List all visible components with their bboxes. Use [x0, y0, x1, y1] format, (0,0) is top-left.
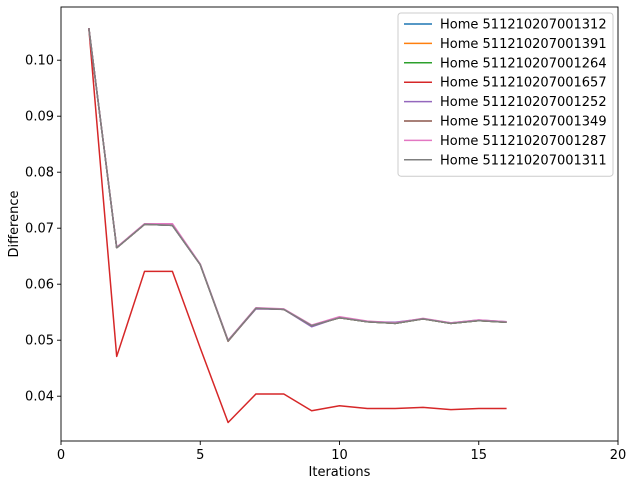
series-line-3 [88, 28, 507, 424]
x-tick-label: 0 [57, 448, 65, 463]
x-axis-label: Iterations [309, 465, 371, 480]
y-axis-label: Difference [7, 190, 22, 257]
legend-label: Home 511210207001311 [440, 153, 607, 168]
legend-label: Home 511210207001349 [440, 115, 607, 130]
x-tick-label: 15 [470, 448, 487, 463]
legend-label: Home 511210207001264 [440, 56, 607, 71]
plot-lines [88, 28, 507, 424]
y-tick-label: 0.07 [25, 222, 54, 237]
legend-label: Home 511210207001312 [440, 18, 607, 33]
x-tick-label: 20 [610, 448, 627, 463]
x-tick-label: 5 [196, 448, 204, 463]
legend-label: Home 511210207001252 [440, 95, 607, 110]
y-tick-label: 0.10 [25, 54, 54, 69]
y-tick-label: 0.09 [25, 110, 54, 125]
legend-label: Home 511210207001391 [440, 37, 607, 52]
x-tick-label: 10 [331, 448, 348, 463]
series-line-7 [88, 28, 507, 342]
legend-label: Home 511210207001657 [440, 76, 607, 91]
y-tick-label: 0.08 [25, 166, 54, 181]
legend-label: Home 511210207001287 [440, 134, 607, 149]
y-tick-label: 0.06 [25, 278, 54, 293]
y-tick-label: 0.04 [25, 390, 54, 405]
y-axis: 0.04 0.05 0.06 0.07 0.08 0.09 0.10 [25, 54, 61, 405]
x-axis: 0 5 10 15 20 [57, 441, 626, 463]
legend-box [397, 12, 614, 177]
y-tick-label: 0.05 [25, 334, 54, 349]
legend: Home 511210207001312 Home 511210207001391… [397, 12, 614, 177]
